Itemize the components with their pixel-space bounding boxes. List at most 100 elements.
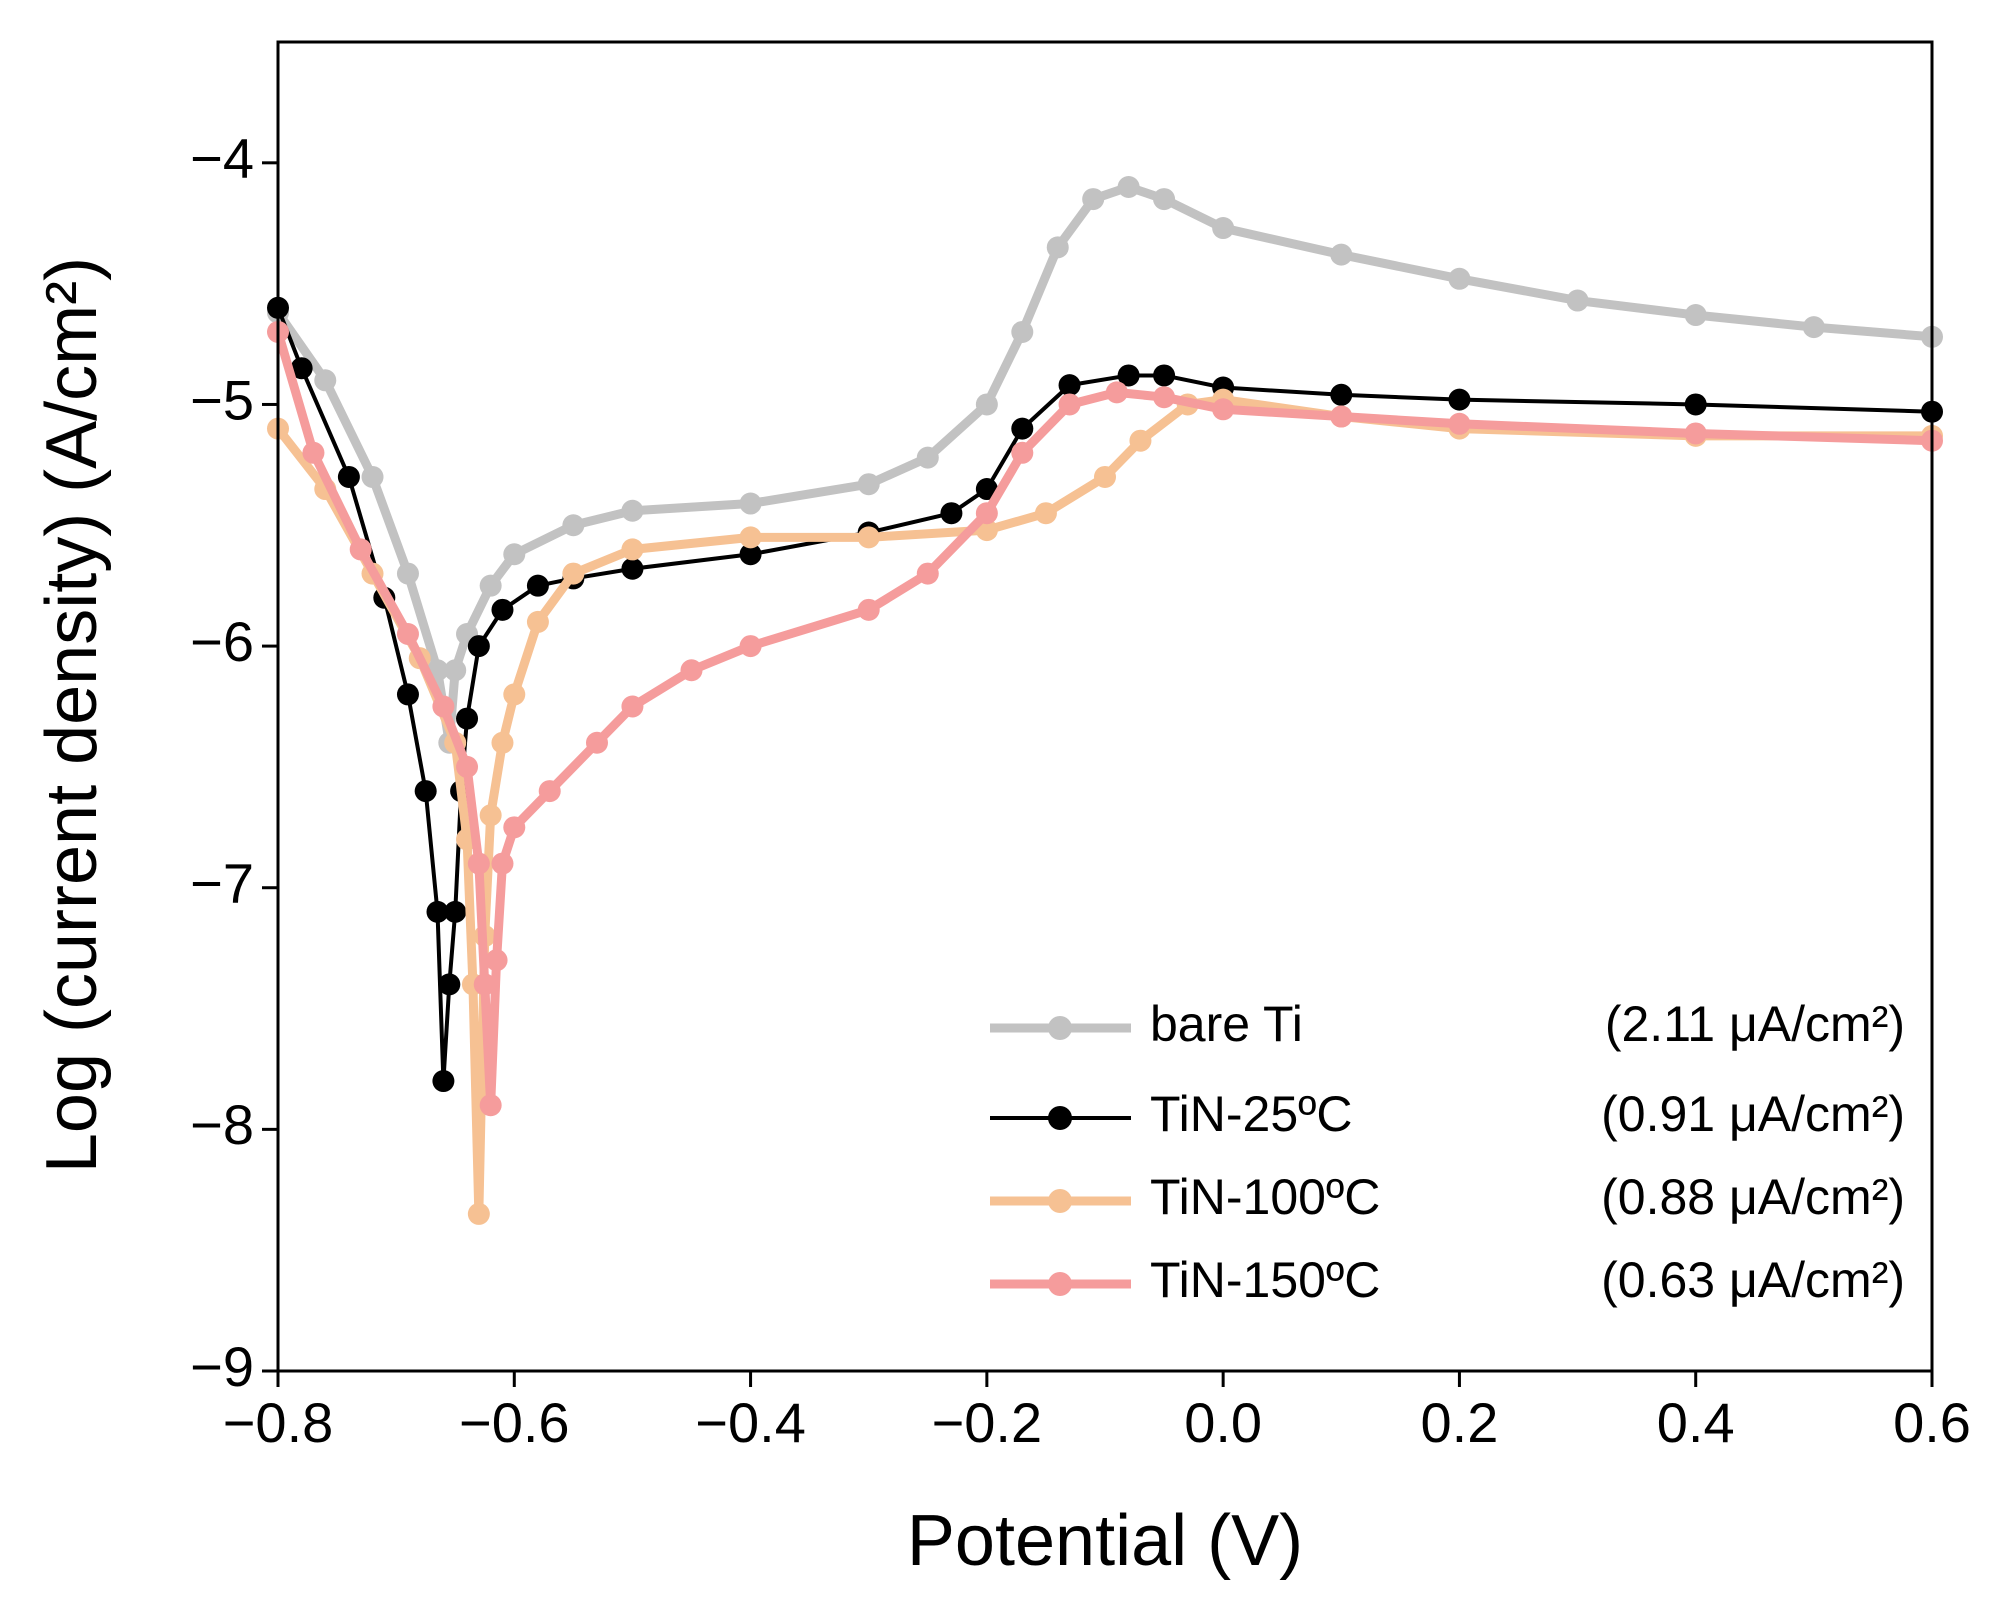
data-point	[857, 473, 880, 496]
data-point	[444, 659, 467, 682]
data-point	[473, 973, 496, 996]
x-tick-label: −0.2	[932, 1391, 1043, 1454]
y-tick-label: −7	[190, 852, 254, 915]
data-point	[1802, 316, 1825, 339]
data-point	[538, 780, 561, 803]
data-point	[1034, 502, 1057, 525]
x-tick-label: −0.6	[459, 1391, 570, 1454]
x-tick-label: 0.6	[1893, 1391, 1971, 1454]
data-point	[1105, 381, 1128, 404]
data-point	[503, 683, 526, 706]
data-point	[1129, 429, 1152, 452]
data-point	[414, 780, 437, 803]
data-point	[1684, 422, 1707, 445]
y-tick-label: −9	[190, 1335, 254, 1398]
legend-note: (0.88 μA/cm²)	[1601, 1169, 1905, 1225]
data-point	[456, 707, 479, 730]
data-point	[456, 755, 479, 778]
legend-label: bare Ti	[1150, 996, 1303, 1052]
data-point	[438, 973, 461, 996]
data-point	[432, 1070, 455, 1093]
data-point	[479, 574, 502, 597]
data-point	[349, 538, 372, 561]
data-point	[479, 1094, 502, 1117]
data-point	[426, 900, 449, 923]
data-point	[562, 562, 585, 585]
data-point	[621, 538, 644, 561]
y-tick-label: −4	[190, 127, 254, 190]
data-point	[1117, 175, 1140, 198]
y-tick-label: −8	[190, 1093, 254, 1156]
data-point	[975, 478, 998, 501]
data-point	[916, 446, 939, 469]
data-point	[396, 623, 419, 646]
series-line	[276, 307, 1933, 1084]
legend-note: (0.63 μA/cm²)	[1601, 1252, 1905, 1308]
y-tick-label: −5	[190, 368, 254, 431]
x-tick-label: −0.8	[223, 1391, 334, 1454]
legend-label: TiN-150ºC	[1150, 1252, 1380, 1308]
y-axis-label: Log (current density) (A/cm²)	[32, 257, 112, 1173]
legend-note: (2.11 μA/cm²)	[1605, 996, 1905, 1052]
data-point	[1153, 188, 1176, 211]
data-point	[491, 598, 514, 621]
data-point	[680, 659, 703, 682]
data-point	[1046, 236, 1069, 259]
data-point	[1448, 267, 1471, 290]
data-point	[1448, 412, 1471, 435]
data-point	[1011, 441, 1034, 464]
data-point	[290, 357, 313, 380]
legend-marker	[1048, 1106, 1072, 1130]
data-point	[1684, 304, 1707, 327]
legend-label: TiN-100ºC	[1150, 1169, 1380, 1225]
x-tick-label: 0.2	[1420, 1391, 1498, 1454]
legend-marker	[1048, 1272, 1072, 1296]
data-point	[361, 465, 384, 488]
data-point	[585, 731, 608, 754]
data-point	[1212, 398, 1235, 421]
data-point	[467, 635, 490, 658]
data-point	[739, 543, 762, 566]
data-point	[1330, 383, 1353, 406]
data-point	[1330, 405, 1353, 428]
data-point	[621, 499, 644, 522]
data-point	[621, 557, 644, 580]
data-point	[396, 562, 419, 585]
data-point	[621, 695, 644, 718]
data-point	[857, 598, 880, 621]
data-point	[314, 369, 337, 392]
data-point	[432, 695, 455, 718]
data-point	[526, 610, 549, 633]
data-point	[739, 635, 762, 658]
data-point	[491, 852, 514, 875]
data-point	[503, 543, 526, 566]
data-point	[1058, 374, 1081, 397]
data-point	[739, 492, 762, 515]
data-point	[739, 526, 762, 549]
data-point	[491, 731, 514, 754]
series-line	[273, 330, 1933, 1110]
data-point	[1684, 393, 1707, 416]
data-point	[444, 900, 467, 923]
x-tick-label: 0.0	[1184, 1391, 1262, 1454]
data-point	[975, 393, 998, 416]
x-axis-label: Potential (V)	[907, 1501, 1303, 1581]
data-point	[857, 526, 880, 549]
plot-frame	[276, 40, 1934, 1373]
legend-marker	[1048, 1016, 1072, 1040]
data-point	[396, 683, 419, 706]
x-tick-label: −0.4	[695, 1391, 806, 1454]
legend-note: (0.91 μA/cm²)	[1601, 1086, 1905, 1142]
data-point	[337, 465, 360, 488]
data-point	[1117, 364, 1140, 387]
data-point	[467, 1202, 490, 1225]
data-point	[503, 816, 526, 839]
data-point	[916, 562, 939, 585]
legend-marker	[1048, 1189, 1072, 1213]
data-point	[302, 441, 325, 464]
data-point	[1094, 465, 1116, 488]
legend-label: TiN-25ºC	[1150, 1086, 1353, 1142]
y-tick-label: −6	[190, 610, 254, 673]
data-point	[1058, 393, 1081, 416]
